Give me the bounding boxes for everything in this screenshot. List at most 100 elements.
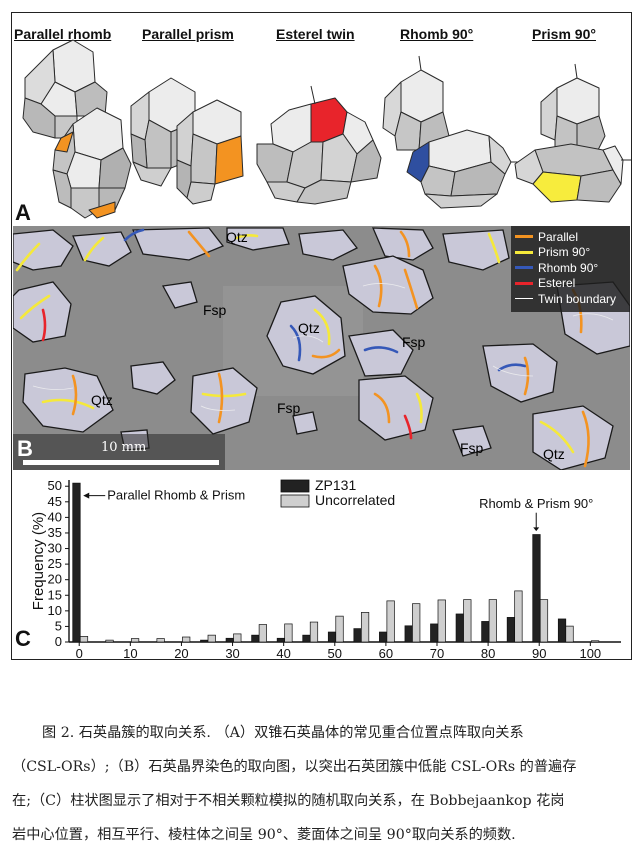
legend-item-prism-90: Prism 90°	[515, 245, 630, 261]
panel-a: Parallel rhomb Parallel prism Esterel tw…	[11, 12, 632, 226]
bar-zp131	[532, 534, 541, 643]
annotation-90: Rhomb & Prism 90°	[479, 496, 593, 511]
x-tick-label: 30	[225, 646, 239, 658]
panel-letter-a: A	[15, 200, 31, 225]
bar-uncorrelated	[565, 625, 574, 643]
x-tick-label: 0	[76, 646, 83, 658]
header-prism-90: Prism 90°	[532, 26, 596, 42]
bar-uncorrelated	[437, 599, 446, 643]
x-tick-label: 70	[430, 646, 444, 658]
legend-label: Twin boundary	[538, 291, 617, 306]
bar-zp131	[251, 634, 260, 643]
x-tick-label: 40	[276, 646, 290, 658]
y-tick-label: 45	[48, 494, 62, 509]
panel-b-orientation-map: Qtz Fsp Qtz Fsp Qtz Fsp Fsp Qtz 10 mm Pa…	[13, 226, 630, 470]
y-tick-label: 20	[48, 572, 62, 587]
bar-zp131	[225, 637, 234, 643]
header-esterel-twin: Esterel twin	[276, 26, 355, 42]
bar-uncorrelated	[105, 639, 114, 643]
legend-item-esterel: Esterel	[515, 276, 630, 292]
x-tick-label: 50	[328, 646, 342, 658]
bar-uncorrelated	[258, 624, 267, 643]
legend-label: Parallel	[538, 229, 579, 244]
legend-label: Uncorrelated	[315, 492, 395, 508]
bar-zp131	[506, 617, 516, 643]
orientation-map-image	[13, 226, 630, 470]
legend-item-rhomb-90: Rhomb 90°	[515, 260, 630, 276]
label-fsp-1: Fsp	[203, 302, 227, 318]
crystal-rhomb-90-lower	[406, 129, 525, 209]
legend-label: Esterel	[538, 276, 576, 291]
legend-swatch	[280, 494, 310, 508]
bar-zp131	[200, 639, 209, 643]
y-tick-label: 40	[48, 509, 62, 524]
panel-c-histogram: 0 5 10 15 20 25 30 35 40 45 50 0 10 20 30 40 50 60 70 80 90 1…	[13, 470, 630, 678]
map-legend: Parallel Prism 90° Rhomb 90° Esterel Twi…	[511, 226, 630, 312]
bar-uncorrelated	[335, 615, 344, 643]
legend-swatch	[515, 298, 533, 300]
x-tick-label: 20	[174, 646, 188, 658]
caption-line-1: 图 2. 石英晶簇的取向关系. （A）双锥石英晶体的常见重合位置点阵取向关系	[42, 725, 524, 741]
crystal-parallel-prism-right	[176, 99, 244, 205]
bar-uncorrelated	[463, 599, 472, 643]
x-tick-label: 100	[579, 646, 601, 658]
legend-swatch	[515, 235, 533, 239]
label-qtz-2: Qtz	[298, 320, 320, 336]
y-tick-label: 25	[48, 556, 62, 571]
label-fsp-3: Fsp	[277, 400, 301, 416]
legend-label: ZP131	[315, 477, 356, 493]
legend-label: Rhomb 90°	[538, 260, 599, 275]
y-tick-label: 5	[55, 618, 62, 633]
bar-zp131	[455, 613, 464, 643]
bar-zp131	[404, 625, 413, 643]
crystal-parallel-rhomb-lower	[52, 107, 132, 219]
bar-zp131	[481, 621, 490, 643]
header-parallel-prism: Parallel prism	[142, 26, 234, 42]
label-qtz-1: Qtz	[226, 229, 248, 245]
x-tick-label: 60	[379, 646, 393, 658]
legend-label: Prism 90°	[538, 245, 591, 260]
annotation-parallel: Parallel Rhomb & Prism	[107, 488, 245, 503]
crystal-prism-90-upper	[540, 63, 606, 153]
annotation-arrowhead-left	[83, 492, 90, 499]
bar-uncorrelated	[309, 621, 319, 643]
legend-swatch	[515, 266, 533, 270]
y-tick-label: 0	[55, 634, 62, 649]
annotation-arrowhead-right	[533, 527, 540, 532]
bar-uncorrelated	[360, 612, 370, 643]
crystal-esterel-twin	[256, 85, 382, 205]
header-parallel-rhomb: Parallel rhomb	[14, 26, 112, 42]
label-qtz-3: Qtz	[91, 392, 113, 408]
quartz-grains	[13, 227, 630, 470]
caption-line-3: 在;（C）柱状图显示了相对于不相关颗粒模拟的随机取向关系，在 Bobbejaan…	[12, 793, 565, 809]
crystal-rhomb-90-upper	[382, 55, 450, 153]
label-qtz-4: Qtz	[543, 446, 565, 462]
x-tick-label: 90	[532, 646, 546, 658]
label-fsp-4: Fsp	[460, 440, 484, 456]
bar-uncorrelated	[79, 636, 89, 643]
bar-uncorrelated	[233, 633, 242, 643]
bar-uncorrelated	[207, 634, 216, 643]
bar-zp131	[276, 637, 286, 643]
crystal-prism-90-lower	[514, 143, 631, 203]
bar-zp131	[379, 631, 388, 643]
bar-zp131	[302, 634, 311, 643]
bar-uncorrelated	[182, 636, 191, 643]
legend-swatch	[515, 281, 533, 285]
bar-uncorrelated	[488, 599, 497, 643]
bar-uncorrelated	[412, 603, 421, 643]
bar-uncorrelated	[386, 600, 395, 643]
legend-item-twin-boundary: Twin boundary	[515, 291, 630, 307]
scale-bar-box	[13, 434, 225, 470]
y-tick-label: 35	[48, 525, 62, 540]
caption-line-4: 岩中心位置，相互平行、棱柱体之间呈 90°、菱面体之间呈 90°取向关系的频数.	[12, 827, 516, 843]
label-fsp-2: Fsp	[402, 334, 426, 350]
bar-uncorrelated	[156, 638, 165, 643]
y-tick-label: 30	[48, 541, 62, 556]
bar-zp131	[72, 482, 81, 643]
scale-bar-label: 10 mm	[101, 440, 147, 455]
y-tick-label: 10	[48, 603, 62, 618]
bar-uncorrelated	[284, 623, 293, 643]
x-tick-label: 80	[481, 646, 495, 658]
